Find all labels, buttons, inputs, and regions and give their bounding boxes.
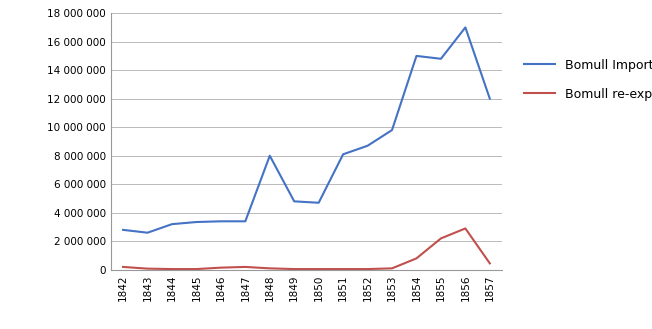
Bomull Import (skålp.) — [315, 201, 323, 205]
Bomull re-export (skålp.) — [437, 237, 445, 240]
Bomull re-export (skålp.) — [486, 261, 494, 265]
Bomull Import (skålp.) — [462, 25, 469, 29]
Bomull Import (skålp.) — [339, 152, 347, 156]
Bomull Import (skålp.) — [437, 57, 445, 61]
Bomull Import (skålp.) — [364, 144, 372, 148]
Bomull re-export (skålp.) — [168, 267, 176, 271]
Bomull Import (skålp.) — [143, 231, 151, 235]
Bomull re-export (skålp.) — [413, 256, 421, 260]
Bomull re-export (skålp.) — [119, 265, 127, 269]
Bomull re-export (skålp.) — [192, 267, 200, 271]
Bomull Import (skålp.) — [266, 154, 274, 158]
Bomull re-export (skålp.) — [388, 266, 396, 270]
Bomull re-export (skålp.) — [290, 267, 298, 271]
Bomull Import (skålp.) — [486, 97, 494, 101]
Bomull re-export (skålp.) — [143, 267, 151, 271]
Bomull re-export (skålp.) — [462, 226, 469, 230]
Bomull Import (skålp.) — [388, 128, 396, 132]
Bomull re-export (skålp.) — [364, 267, 372, 271]
Bomull Import (skålp.) — [290, 199, 298, 203]
Bomull re-export (skålp.) — [339, 267, 347, 271]
Bomull re-export (skålp.) — [217, 266, 225, 270]
Bomull Import (skålp.) — [119, 228, 127, 232]
Bomull re-export (skålp.) — [241, 265, 249, 269]
Bomull Import (skålp.) — [192, 220, 200, 224]
Line: Bomull Import (skålp.): Bomull Import (skålp.) — [123, 27, 490, 233]
Bomull Import (skålp.) — [217, 219, 225, 223]
Legend: Bomull Import (skålp.), Bomull re-export (skålp.): Bomull Import (skålp.), Bomull re-export… — [524, 58, 652, 101]
Bomull re-export (skålp.) — [266, 266, 274, 270]
Line: Bomull re-export (skålp.): Bomull re-export (skålp.) — [123, 228, 490, 269]
Bomull Import (skålp.) — [168, 222, 176, 226]
Bomull Import (skålp.) — [241, 219, 249, 223]
Bomull Import (skålp.) — [413, 54, 421, 58]
Bomull re-export (skålp.) — [315, 267, 323, 271]
